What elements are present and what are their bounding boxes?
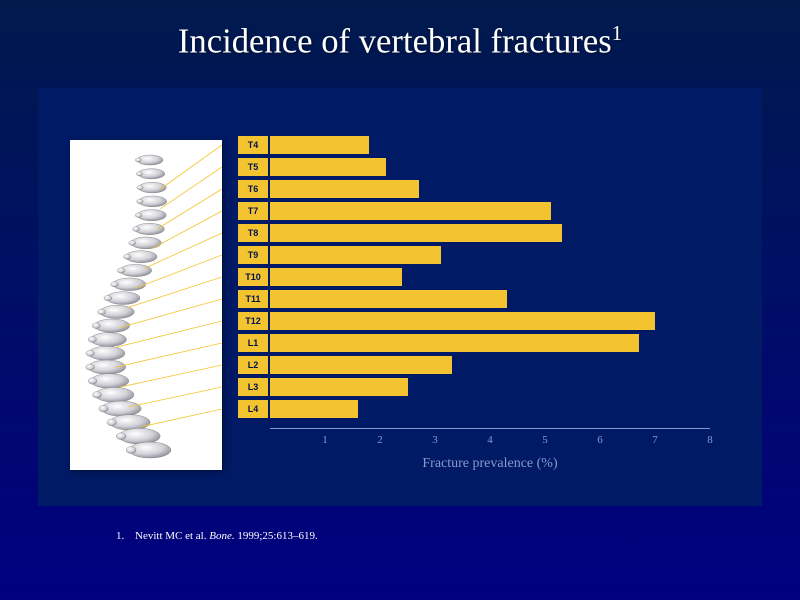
spine-illustration [70, 140, 222, 470]
bar-fill [270, 136, 369, 154]
bar-row-t10: T10 [238, 268, 738, 286]
bar-row-t8: T8 [238, 224, 738, 242]
bar-label: T8 [238, 224, 268, 242]
bar-row-t12: T12 [238, 312, 738, 330]
bar-label: L1 [238, 334, 268, 352]
bar-label: T11 [238, 290, 268, 308]
citation-journal: Bone. [209, 530, 234, 542]
bar-label: T7 [238, 202, 268, 220]
bar-fill [270, 158, 386, 176]
bar-row-l2: L2 [238, 356, 738, 374]
bar-label: T10 [238, 268, 268, 286]
bar-fill [270, 400, 358, 418]
page-title: Incidence of vertebral fractures1 [0, 0, 800, 62]
x-axis-line [270, 428, 710, 429]
citation: 1. Nevitt MC et al. Bone. 1999;25:613–61… [116, 530, 318, 542]
bar-label: T6 [238, 180, 268, 198]
title-text: Incidence of vertebral fractures [178, 23, 612, 61]
bar-label: T4 [238, 136, 268, 154]
bar-fill [270, 378, 408, 396]
x-tick: 2 [377, 434, 383, 446]
chart-panel: T4 T5 T6 T7 T8 T9 T10 T11 T12 L1 L2 L3 L4 1 2 3 4 5 6 7 8 F… [38, 88, 762, 506]
bar-row-t5: T5 [238, 158, 738, 176]
bar-row-l3: L3 [238, 378, 738, 396]
bar-label: L3 [238, 378, 268, 396]
bar-fill [270, 356, 452, 374]
citation-rest: 1999;25:613–619. [237, 530, 317, 542]
bar-fill [270, 312, 655, 330]
bar-row-t7: T7 [238, 202, 738, 220]
x-tick: 6 [597, 434, 603, 446]
x-axis-label: Fracture prevalence (%) [270, 456, 710, 472]
bar-fill [270, 180, 419, 198]
citation-author: Nevitt MC et al. [135, 530, 207, 542]
x-tick: 3 [432, 434, 438, 446]
bar-row-t4: T4 [238, 136, 738, 154]
x-tick: 5 [542, 434, 548, 446]
bar-label: L2 [238, 356, 268, 374]
spine-svg [70, 140, 222, 470]
bars-container: T4 T5 T6 T7 T8 T9 T10 T11 T12 L1 L2 L3 L4 [238, 136, 738, 418]
bar-fill [270, 224, 562, 242]
x-tick: 1 [322, 434, 328, 446]
bar-label: T12 [238, 312, 268, 330]
citation-number: 1. [116, 530, 124, 542]
bar-fill [270, 202, 551, 220]
slide: Incidence of vertebral fractures1 T4T5T6… [0, 0, 800, 600]
bar-fill [270, 268, 402, 286]
bar-label: L4 [238, 400, 268, 418]
x-tick: 7 [652, 434, 658, 446]
bar-row-l4: L4 [238, 400, 738, 418]
x-tick: 4 [487, 434, 493, 446]
bar-label: T5 [238, 158, 268, 176]
bar-fill [270, 246, 441, 264]
x-axis-ticks: 1 2 3 4 5 6 7 8 [270, 434, 710, 454]
bar-row-t9: T9 [238, 246, 738, 264]
bar-row-t11: T11 [238, 290, 738, 308]
bar-row-t6: T6 [238, 180, 738, 198]
title-superscript: 1 [612, 22, 622, 45]
bar-chart: T4 T5 T6 T7 T8 T9 T10 T11 T12 L1 L2 L3 L4 1 2 3 4 5 6 7 8 F… [238, 136, 738, 476]
bar-fill [270, 334, 639, 352]
bar-label: T9 [238, 246, 268, 264]
bar-row-l1: L1 [238, 334, 738, 352]
bar-fill [270, 290, 507, 308]
x-tick: 8 [707, 434, 713, 446]
